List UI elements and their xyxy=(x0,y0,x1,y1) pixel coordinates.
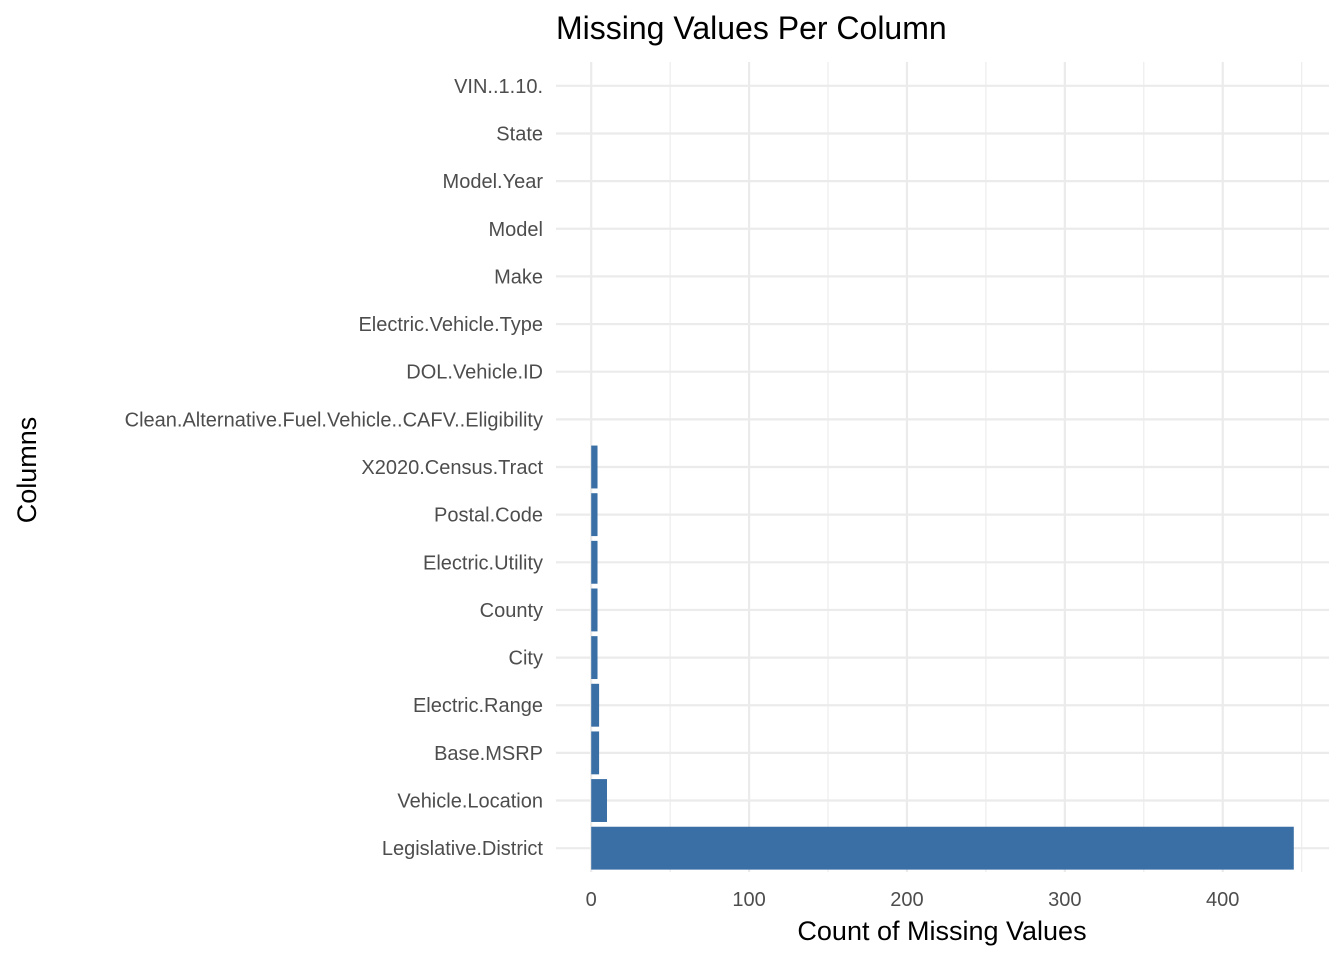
grid-layer xyxy=(556,62,1329,872)
bar xyxy=(591,779,607,822)
bar xyxy=(591,731,600,775)
y-tick-label: City xyxy=(509,648,543,670)
y-tick-label: Electric.Vehicle.Type xyxy=(358,314,543,336)
bar xyxy=(591,826,1294,870)
y-tick-label: County xyxy=(480,600,543,622)
bar xyxy=(591,493,598,537)
y-tick-label: X2020.Census.Tract xyxy=(361,457,543,479)
bar xyxy=(591,636,598,680)
y-tick-label: DOL.Vehicle.ID xyxy=(406,362,543,384)
bar xyxy=(591,540,598,584)
y-axis-title: Columns xyxy=(12,417,42,524)
y-tick-label: Legislative.District xyxy=(382,838,544,860)
y-tick-label: Clean.Alternative.Fuel.Vehicle..CAFV..El… xyxy=(125,409,543,431)
x-tick-label: 200 xyxy=(890,889,923,911)
x-tick-label: 400 xyxy=(1206,889,1239,911)
y-tick-label: Base.MSRP xyxy=(434,743,543,765)
y-tick-labels: Legislative.District Vehicle.Location Base… xyxy=(125,76,544,860)
y-tick-label: Postal.Code xyxy=(434,505,543,527)
x-tick-label: 100 xyxy=(732,889,765,911)
x-tick-label: 0 xyxy=(586,889,597,911)
y-tick-label: Model xyxy=(489,219,543,241)
bar xyxy=(591,588,598,632)
bar xyxy=(591,445,598,489)
y-tick-label: State xyxy=(496,123,543,145)
bar xyxy=(591,683,600,727)
bars-layer xyxy=(591,445,1294,870)
y-tick-label: Electric.Utility xyxy=(423,552,543,574)
y-tick-label: Vehicle.Location xyxy=(397,791,543,813)
y-tick-label: Electric.Range xyxy=(413,695,543,717)
y-tick-label: Make xyxy=(494,266,543,288)
x-tick-label: 300 xyxy=(1048,889,1081,911)
y-tick-label: VIN..1.10. xyxy=(454,76,543,98)
x-tick-labels: 0 100 200 300 400 xyxy=(586,889,1240,911)
chart-title: Missing Values Per Column xyxy=(556,10,947,46)
x-axis-title: Count of Missing Values xyxy=(797,916,1086,946)
y-tick-label: Model.Year xyxy=(443,171,544,193)
